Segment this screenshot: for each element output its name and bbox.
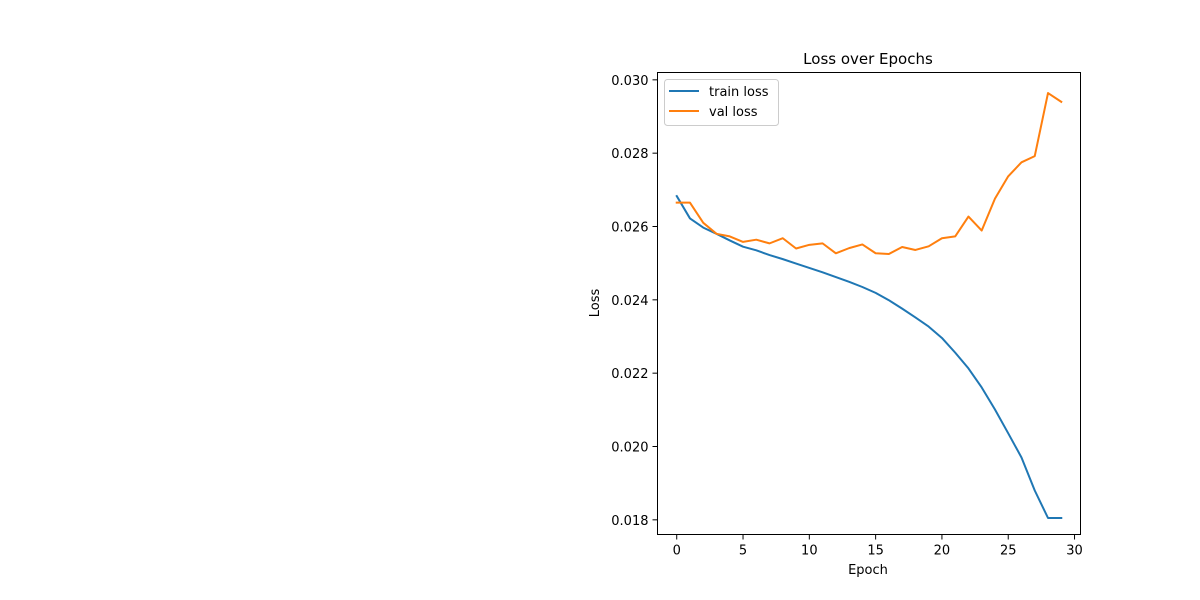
plot-area (657, 72, 1081, 535)
x-axis-label: Epoch (848, 563, 888, 578)
legend: train loss val loss (664, 79, 779, 126)
x-tick-label: 25 (1000, 544, 1017, 559)
y-tick-label: 0.026 (611, 221, 648, 236)
y-tick-label: 0.024 (611, 294, 648, 309)
y-axis: 0.018 0.020 0.022 0.024 0.026 0.028 0.030 (611, 74, 658, 529)
x-tick-label: 10 (801, 544, 818, 559)
series-layer (675, 92, 1063, 519)
y-tick-label: 0.022 (611, 367, 648, 382)
chart-title: Loss over Epochs (803, 50, 933, 68)
legend-label-train-loss: train loss (709, 85, 769, 100)
y-tick-label: 0.018 (611, 514, 648, 529)
y-axis-label: Loss (588, 289, 603, 318)
legend-label-val-loss: val loss (709, 105, 758, 120)
x-tick-label: 15 (867, 544, 884, 559)
x-tick-label: 0 (673, 544, 681, 559)
series-line-train-loss (675, 194, 1063, 519)
plot-frame (657, 72, 1081, 535)
y-tick-label: 0.028 (611, 147, 648, 162)
y-tick-label: 0.030 (611, 74, 648, 89)
x-tick-label: 5 (739, 544, 747, 559)
x-axis: 0 5 10 15 20 25 30 (673, 534, 1083, 559)
series-line-val-loss (675, 92, 1063, 255)
x-tick-label: 20 (934, 544, 951, 559)
x-tick-label: 30 (1066, 544, 1083, 559)
y-tick-label: 0.020 (611, 441, 648, 456)
